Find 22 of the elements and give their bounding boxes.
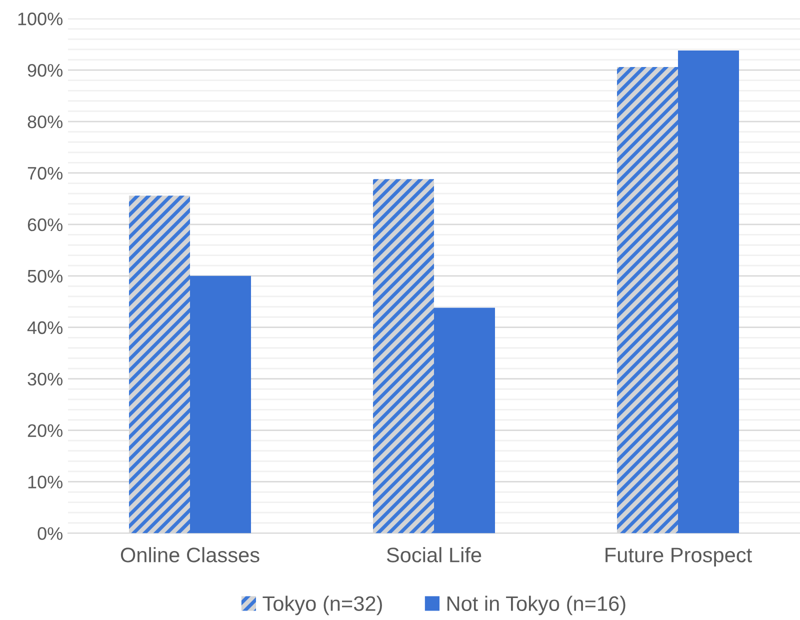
legend-label: Not in Tokyo (n=16) [447,596,626,616]
x-tick-label: Social Life [386,547,482,562]
bar [373,179,434,534]
y-tick-label: 90% [28,64,62,77]
y-tick-label: 20% [28,424,62,437]
y-tick-label: 30% [28,372,62,386]
bar [678,50,739,534]
y-tick-label: 40% [27,321,62,334]
y-tick-label: 0% [38,527,62,540]
y-tick-label: 100% [18,12,62,26]
y-tick-label: 50% [28,270,62,283]
bar [190,276,251,534]
bar [434,308,495,534]
y-tick-label: 10% [28,476,62,488]
bar [617,66,678,534]
x-tick-label: Online Classes [120,547,260,562]
x-tick-label: Future Prospect [606,548,752,567]
y-tick-label: 70% [28,166,62,180]
y-tick-label: 80% [28,115,62,128]
bar [129,196,190,534]
legend-label: Tokyo (n=32) [262,596,382,616]
y-tick-label: 60% [28,218,62,232]
